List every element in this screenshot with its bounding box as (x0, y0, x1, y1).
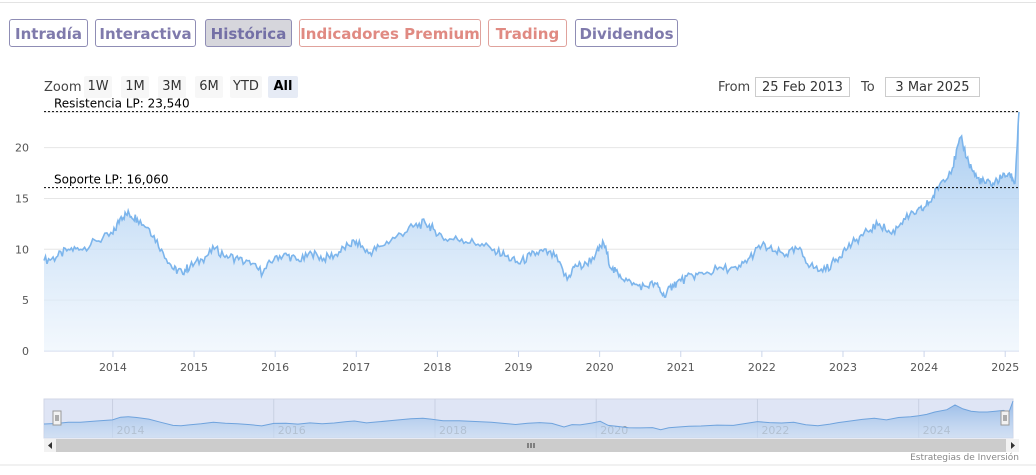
zoom-button-1w[interactable]: 1W (84, 76, 112, 98)
range-from-label: From (718, 80, 751, 95)
x-tick-label: 2014 (99, 361, 127, 374)
range-from-input[interactable]: 25 Feb 2013 (755, 77, 850, 97)
zoom-button-ytd[interactable]: YTD (230, 76, 262, 98)
x-tick-label: 2016 (261, 361, 289, 374)
navigator-left-handle[interactable] (52, 410, 62, 426)
range-to-input[interactable]: 3 Mar 2025 (885, 77, 980, 97)
y-tick-label: 15 (15, 192, 29, 205)
resistance-label: Resistencia LP: 23,540 (54, 97, 190, 111)
tab-indicadores-premium[interactable]: Indicadores Premium (299, 19, 481, 47)
x-tick-label: 2018 (423, 361, 451, 374)
x-tick-label: 2020 (586, 361, 614, 374)
x-tick-label: 2019 (505, 361, 533, 374)
x-tick-label: 2025 (991, 361, 1019, 374)
top-divider (0, 2, 1036, 3)
series-area (44, 112, 1019, 351)
scrollbar-left-arrow[interactable] (48, 442, 52, 449)
zoom-button-6m[interactable]: 6M (195, 76, 223, 98)
zoom-label: Zoom (44, 80, 82, 95)
y-tick-label: 5 (22, 294, 29, 307)
tab-intradia[interactable]: Intradía (9, 19, 88, 47)
x-tick-label: 2017 (342, 361, 370, 374)
tab-interactiva[interactable]: Interactiva (95, 19, 196, 47)
x-tick-label: 2023 (829, 361, 857, 374)
y-tick-label: 0 (22, 345, 29, 358)
support-label: Soporte LP: 16,060 (54, 173, 169, 187)
x-tick-label: 2015 (180, 361, 208, 374)
navigator-line (43, 400, 1014, 431)
x-tick-label: 2024 (910, 361, 938, 374)
zoom-button-3m[interactable]: 3M (158, 76, 186, 98)
credit-text: Estrategias de Inversión (910, 453, 1019, 463)
y-tick-label: 20 (15, 142, 29, 155)
series-line (43, 111, 1020, 298)
range-to-label: To (861, 80, 875, 95)
zoom-button-1m[interactable]: 1M (121, 76, 149, 98)
tab-historica[interactable]: Histórica (205, 19, 292, 47)
tab-dividendos[interactable]: Dividendos (575, 19, 678, 47)
y-tick-label: 10 (15, 243, 29, 256)
zoom-button-all[interactable]: All (268, 76, 298, 98)
scrollbar-right-arrow[interactable] (1011, 442, 1015, 449)
x-tick-label: 2021 (667, 361, 695, 374)
tab-trading[interactable]: Trading (488, 19, 567, 47)
navigator-area (44, 401, 1013, 438)
x-tick-label: 2022 (748, 361, 776, 374)
navigator-right-handle[interactable] (1000, 410, 1010, 426)
